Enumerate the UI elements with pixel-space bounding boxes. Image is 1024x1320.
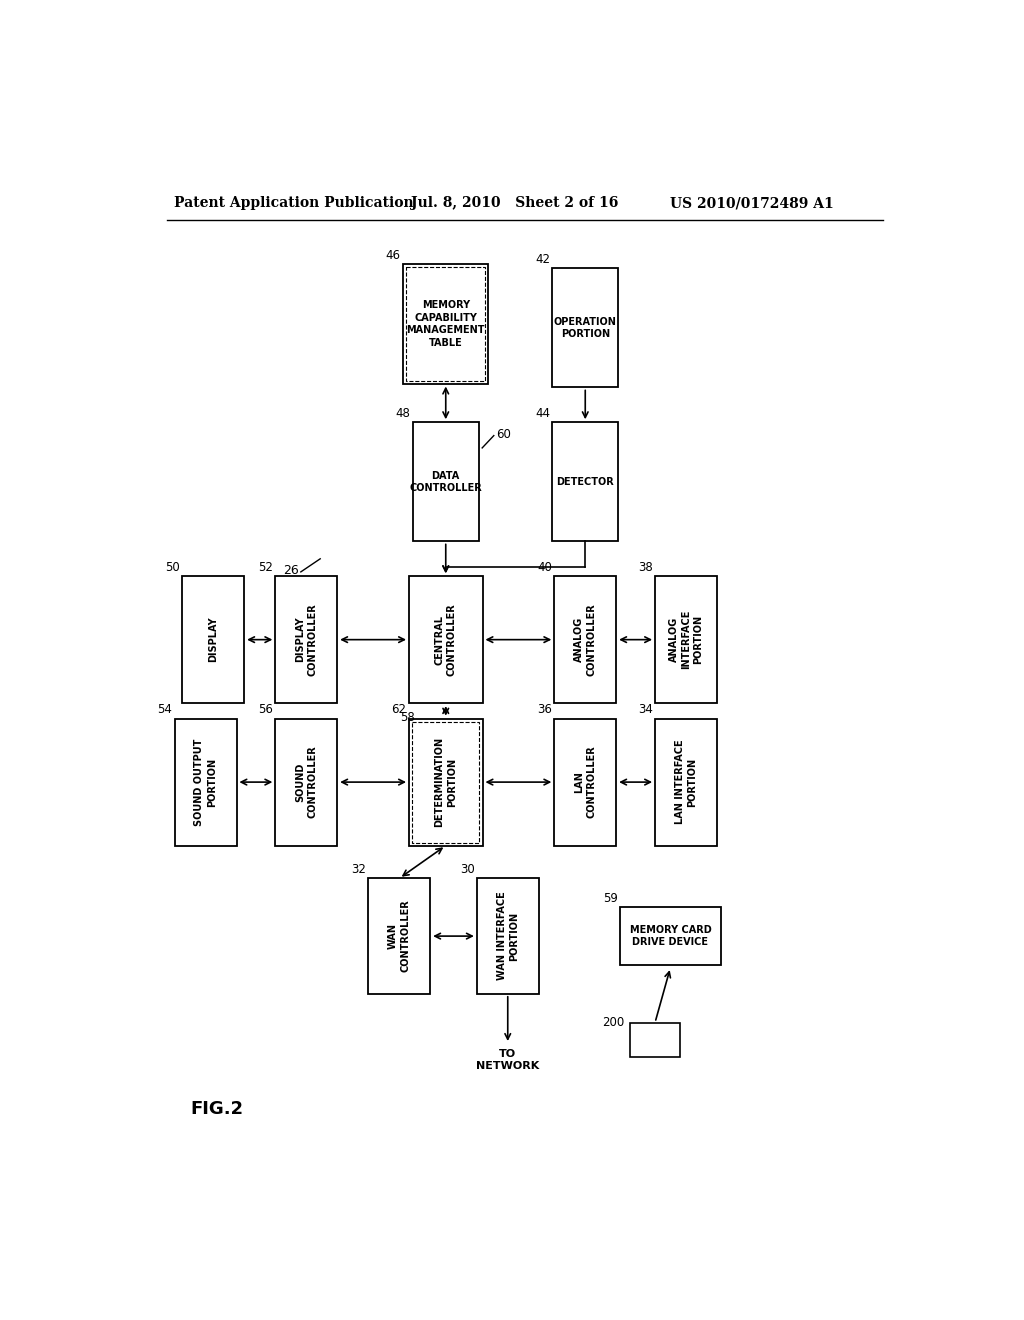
Text: ANALOG
INTERFACE
PORTION: ANALOG INTERFACE PORTION [669, 610, 703, 669]
Text: 42: 42 [535, 253, 550, 265]
Text: 50: 50 [165, 561, 180, 574]
Bar [275, 718, 337, 846]
Text: 52: 52 [258, 561, 273, 574]
Bar [407, 268, 485, 380]
Bar [552, 268, 618, 388]
Bar [554, 718, 616, 846]
Bar [174, 718, 237, 846]
Text: TO
NETWORK: TO NETWORK [476, 1049, 540, 1071]
Text: WAN
CONTROLLER: WAN CONTROLLER [388, 900, 411, 973]
Text: 34: 34 [638, 704, 652, 717]
Bar [413, 422, 478, 541]
Text: SOUND OUTPUT
PORTION: SOUND OUTPUT PORTION [195, 738, 217, 826]
Text: 59: 59 [603, 892, 617, 906]
Text: Patent Application Publication: Patent Application Publication [174, 197, 414, 210]
Text: 46: 46 [386, 249, 400, 261]
Text: 60: 60 [496, 428, 511, 441]
Bar [552, 422, 618, 541]
Text: ANALOG
CONTROLLER: ANALOG CONTROLLER [574, 603, 596, 676]
Text: LAN INTERFACE
PORTION: LAN INTERFACE PORTION [675, 739, 697, 825]
Text: 200: 200 [602, 1015, 624, 1028]
Bar [182, 576, 245, 704]
Text: MEMORY CARD
DRIVE DEVICE: MEMORY CARD DRIVE DEVICE [630, 925, 712, 948]
Text: 30: 30 [460, 863, 474, 876]
Text: DISPLAY: DISPLAY [208, 616, 218, 663]
Text: 38: 38 [638, 561, 652, 574]
Bar [412, 722, 479, 842]
Text: 26: 26 [283, 564, 299, 577]
Bar [630, 1023, 680, 1057]
Text: 58: 58 [400, 711, 415, 725]
Text: 48: 48 [395, 407, 411, 420]
Text: 62: 62 [391, 704, 407, 717]
Text: 36: 36 [537, 704, 552, 717]
Text: 44: 44 [535, 407, 550, 420]
Bar [477, 878, 539, 994]
Text: OPERATION
PORTION: OPERATION PORTION [554, 317, 616, 339]
Text: WAN INTERFACE
PORTION: WAN INTERFACE PORTION [497, 892, 519, 981]
Bar [655, 718, 717, 846]
Bar [409, 576, 482, 704]
Bar [655, 576, 717, 704]
Text: Jul. 8, 2010   Sheet 2 of 16: Jul. 8, 2010 Sheet 2 of 16 [411, 197, 618, 210]
Text: DETECTOR: DETECTOR [556, 477, 614, 487]
Text: 54: 54 [158, 704, 172, 717]
Bar [403, 264, 488, 384]
Bar [621, 907, 721, 965]
Text: FIG.2: FIG.2 [190, 1101, 243, 1118]
Text: US 2010/0172489 A1: US 2010/0172489 A1 [671, 197, 835, 210]
Text: SOUND
CONTROLLER: SOUND CONTROLLER [295, 746, 317, 818]
Text: CENTRAL
CONTROLLER: CENTRAL CONTROLLER [434, 603, 457, 676]
Bar [369, 878, 430, 994]
Text: LAN
CONTROLLER: LAN CONTROLLER [574, 746, 596, 818]
Text: 56: 56 [258, 704, 273, 717]
Text: 40: 40 [537, 561, 552, 574]
Text: 32: 32 [351, 863, 366, 876]
Bar [275, 576, 337, 704]
Text: DETERMINATION
PORTION: DETERMINATION PORTION [434, 737, 457, 828]
Bar [554, 576, 616, 704]
Bar [409, 718, 482, 846]
Text: DISPLAY
CONTROLLER: DISPLAY CONTROLLER [295, 603, 317, 676]
Text: MEMORY
CAPABILITY
MANAGEMENT
TABLE: MEMORY CAPABILITY MANAGEMENT TABLE [407, 301, 485, 347]
Text: DATA
CONTROLLER: DATA CONTROLLER [410, 471, 482, 492]
